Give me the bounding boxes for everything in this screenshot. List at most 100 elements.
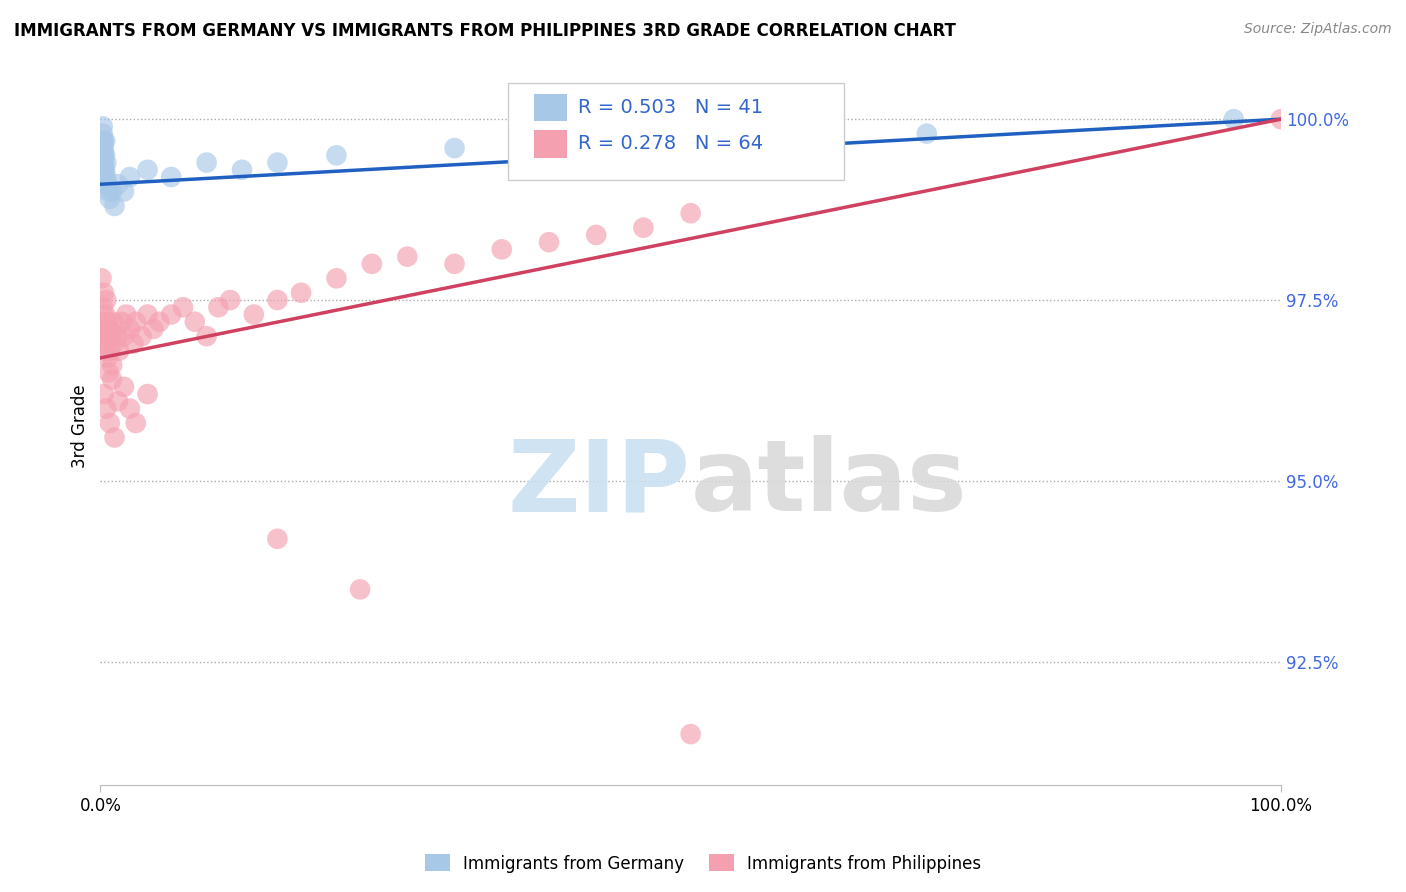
Point <box>110 315 132 329</box>
Point <box>266 532 288 546</box>
Point <box>91 155 114 169</box>
Point <box>1270 112 1292 127</box>
Point <box>349 582 371 597</box>
Point <box>97 329 120 343</box>
Point <box>679 206 702 220</box>
Point <box>1222 112 1244 127</box>
Point <box>101 373 124 387</box>
Point <box>96 293 118 307</box>
Point <box>195 329 218 343</box>
Point <box>915 127 938 141</box>
Point <box>266 155 288 169</box>
Point <box>93 169 115 184</box>
Point <box>97 185 120 199</box>
Point <box>243 308 266 322</box>
Point <box>101 358 124 372</box>
Point <box>103 315 125 329</box>
Point <box>396 250 419 264</box>
Point <box>107 394 129 409</box>
Point <box>325 148 347 162</box>
Point <box>125 315 148 329</box>
Point <box>98 416 121 430</box>
Point <box>195 155 218 169</box>
Point <box>94 148 117 162</box>
Point <box>679 134 702 148</box>
Point <box>96 155 118 169</box>
Point <box>172 300 194 314</box>
Point <box>94 343 117 358</box>
Point <box>91 141 114 155</box>
Text: atlas: atlas <box>690 435 967 533</box>
Point <box>105 329 128 343</box>
Point <box>112 380 135 394</box>
Point <box>148 315 170 329</box>
Point <box>107 178 129 192</box>
Point <box>91 148 114 162</box>
Point <box>122 336 145 351</box>
Point <box>97 365 120 379</box>
Point <box>118 401 141 416</box>
Point <box>160 308 183 322</box>
Point <box>361 257 384 271</box>
Point <box>98 322 121 336</box>
Point <box>633 220 655 235</box>
Point <box>91 336 114 351</box>
Point <box>91 134 114 148</box>
Point <box>325 271 347 285</box>
Point <box>91 162 114 177</box>
Point <box>90 141 112 155</box>
FancyBboxPatch shape <box>508 83 844 179</box>
Point <box>93 387 115 401</box>
Point <box>103 430 125 444</box>
Point <box>585 227 607 242</box>
Point <box>93 148 115 162</box>
Point <box>115 308 138 322</box>
Point <box>184 315 207 329</box>
Point <box>90 148 112 162</box>
Y-axis label: 3rd Grade: 3rd Grade <box>72 384 89 468</box>
Point <box>443 257 465 271</box>
Point <box>679 727 702 741</box>
Bar <box>534 94 567 121</box>
Point <box>91 300 114 314</box>
Point <box>93 134 115 148</box>
Point <box>131 329 153 343</box>
Point <box>290 285 312 300</box>
Point <box>537 235 560 249</box>
Text: R = 0.503   N = 41: R = 0.503 N = 41 <box>578 98 763 117</box>
Point <box>125 416 148 430</box>
Legend: Immigrants from Germany, Immigrants from Philippines: Immigrants from Germany, Immigrants from… <box>418 847 988 880</box>
Point <box>112 329 135 343</box>
Point <box>443 141 465 155</box>
Point <box>90 315 112 329</box>
Point <box>94 162 117 177</box>
Point <box>91 169 114 184</box>
Point <box>112 185 135 199</box>
Point <box>266 293 288 307</box>
Point <box>108 343 131 358</box>
Point <box>103 336 125 351</box>
Point <box>207 300 229 314</box>
Point <box>118 169 141 184</box>
Point <box>93 285 115 300</box>
Point <box>94 134 117 148</box>
Point <box>136 308 159 322</box>
Point <box>142 322 165 336</box>
Point <box>96 315 118 329</box>
Point <box>96 169 118 184</box>
Point <box>219 293 242 307</box>
Point <box>118 322 141 336</box>
Point <box>103 199 125 213</box>
Point <box>93 178 115 192</box>
Point <box>96 351 118 365</box>
Point <box>96 178 118 192</box>
Point <box>491 243 513 257</box>
Point <box>101 185 124 199</box>
Point <box>93 329 115 343</box>
Point <box>98 343 121 358</box>
Point <box>136 387 159 401</box>
Point <box>93 155 115 169</box>
Point <box>160 169 183 184</box>
Point <box>93 141 115 155</box>
Point <box>93 162 115 177</box>
